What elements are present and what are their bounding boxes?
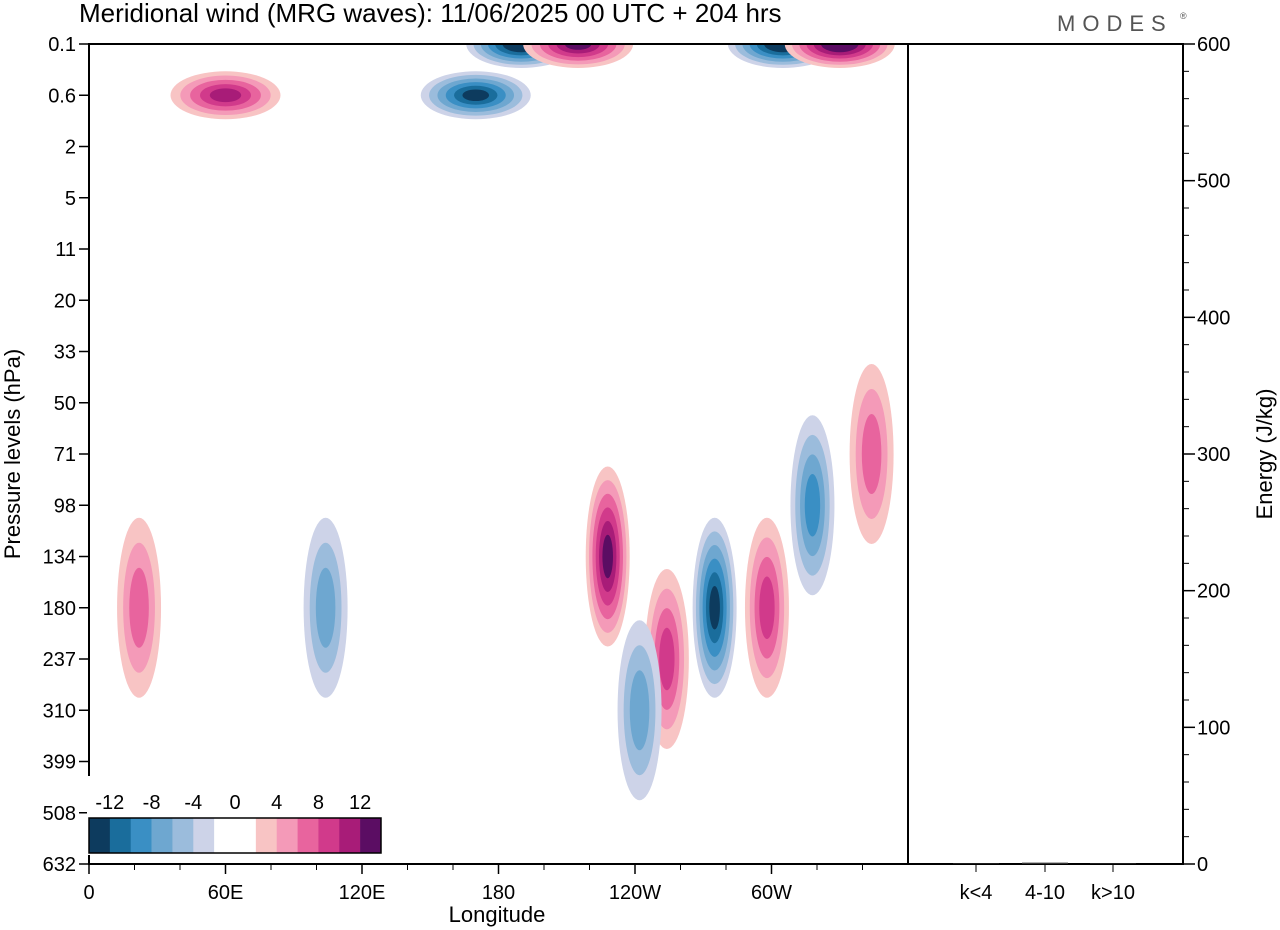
x-tick-label: 120W bbox=[609, 882, 661, 904]
x-tick-label: 120E bbox=[339, 882, 386, 904]
x-tick-label: 60E bbox=[208, 882, 244, 904]
wind-feature-12 bbox=[790, 415, 835, 596]
energy-bars: k<4 4-10 k>10 bbox=[953, 862, 1136, 904]
energy-axis: 0 100 200 300 400 500 600 bbox=[1183, 34, 1230, 876]
y-tick-label: 632 bbox=[43, 854, 76, 876]
wind-feature-9 bbox=[303, 517, 348, 698]
x-tick-label: 60W bbox=[751, 882, 792, 904]
colorbar: -12 -8 -4 0 4 8 12 bbox=[87, 776, 383, 855]
y-tick-label: 50 bbox=[54, 393, 76, 415]
wind-feature-11 bbox=[644, 569, 689, 749]
colorbar-swatch-9 bbox=[276, 818, 298, 853]
colorbar-frame bbox=[88, 817, 382, 854]
colorbar-swatch-6 bbox=[214, 818, 236, 853]
energy-category-label: k>10 bbox=[1091, 882, 1135, 904]
colorbar-swatch-5 bbox=[193, 818, 215, 853]
y-tick-label: 5 bbox=[65, 188, 76, 210]
colorbar-swatch-10 bbox=[297, 818, 319, 853]
energy-tick-label: 500 bbox=[1197, 171, 1230, 193]
brand-registered-mark: ® bbox=[1180, 11, 1187, 21]
colorbar-swatch-8 bbox=[255, 818, 278, 853]
main-plot-frame bbox=[88, 43, 909, 865]
energy-category-label: 4-10 bbox=[1025, 882, 1065, 904]
colorbar-swatch-7 bbox=[235, 818, 257, 853]
y-tick-label: 180 bbox=[43, 598, 76, 620]
colorbar-label: -12 bbox=[95, 792, 124, 814]
wind-feature-6 bbox=[585, 466, 630, 647]
colorbar-label: -8 bbox=[143, 792, 161, 814]
x-axis-label: Longitude bbox=[449, 902, 546, 927]
colorbar-label: 12 bbox=[349, 792, 371, 814]
colorbar-label: 8 bbox=[313, 792, 324, 814]
colorbar-swatch-2 bbox=[130, 818, 152, 853]
energy-plot-frame bbox=[907, 43, 1184, 865]
y-tick-label: 310 bbox=[43, 700, 76, 722]
y-tick-label: 11 bbox=[55, 239, 76, 261]
wind-feature-4 bbox=[420, 71, 531, 120]
energy-bar-0 bbox=[953, 863, 999, 864]
wind-feature-7 bbox=[692, 517, 737, 698]
wind-feature-2 bbox=[523, 44, 634, 68]
y-tick-label: 20 bbox=[54, 290, 76, 312]
energy-axis-label: Energy (J/kg) bbox=[1252, 389, 1277, 520]
colorbar-swatch-12 bbox=[339, 818, 361, 853]
colorbar-swatch-0 bbox=[89, 818, 111, 853]
energy-tick-label: 300 bbox=[1197, 444, 1230, 466]
wind-feature-13 bbox=[849, 364, 894, 544]
wind-feature-10 bbox=[117, 517, 162, 698]
energy-tick-label: 400 bbox=[1197, 307, 1230, 329]
energy-bar-2 bbox=[1090, 863, 1136, 864]
x-axis: 0 60E 120E 180 120W 60W bbox=[83, 864, 863, 904]
x-tick-label: 0 bbox=[83, 882, 94, 904]
y-tick-label: 71 bbox=[54, 444, 76, 466]
colorbar-swatch-3 bbox=[151, 818, 173, 853]
y-tick-label: 237 bbox=[43, 649, 76, 671]
wind-feature-5 bbox=[170, 71, 281, 120]
colorbar-swatch-1 bbox=[109, 818, 132, 853]
energy-tick-label: 200 bbox=[1197, 581, 1230, 603]
y-axis: 0.1 0.6 2 5 11 20 33 50 71 98 134 180 237 310 399 508 63… bbox=[43, 34, 89, 876]
colorbar-label: 4 bbox=[271, 792, 282, 814]
y-tick-label: 508 bbox=[43, 803, 76, 825]
y-tick-label: 0.6 bbox=[48, 85, 76, 107]
energy-tick-label: 100 bbox=[1197, 717, 1230, 739]
energy-tick-label: 600 bbox=[1197, 34, 1230, 56]
colorbar-swatch-11 bbox=[318, 818, 340, 853]
wind-feature-14 bbox=[617, 620, 662, 801]
colorbar-label: 0 bbox=[229, 792, 240, 814]
wind-feature-3 bbox=[784, 44, 895, 68]
energy-tick-label: 0 bbox=[1197, 854, 1208, 876]
y-tick-label: 0.1 bbox=[48, 34, 76, 56]
y-tick-label: 134 bbox=[43, 547, 76, 569]
energy-bar-1 bbox=[1022, 862, 1068, 864]
brand-logo: MODES bbox=[1057, 11, 1173, 36]
chart-title: Meridional wind (MRG waves): 11/06/2025 … bbox=[79, 0, 782, 28]
colorbar-swatch-13 bbox=[360, 818, 382, 853]
y-tick-label: 98 bbox=[54, 495, 76, 517]
y-tick-label: 33 bbox=[54, 342, 76, 364]
y-tick-label: 2 bbox=[65, 137, 76, 159]
energy-category-label: k<4 bbox=[960, 882, 993, 904]
y-tick-label: 399 bbox=[43, 752, 76, 774]
wind-feature-8 bbox=[744, 517, 789, 698]
colorbar-swatch-4 bbox=[172, 818, 194, 853]
y-axis-label: Pressure levels (hPa) bbox=[0, 349, 25, 559]
x-tick-label: 180 bbox=[482, 882, 515, 904]
wind-field bbox=[117, 44, 895, 801]
colorbar-label: -4 bbox=[184, 792, 202, 814]
